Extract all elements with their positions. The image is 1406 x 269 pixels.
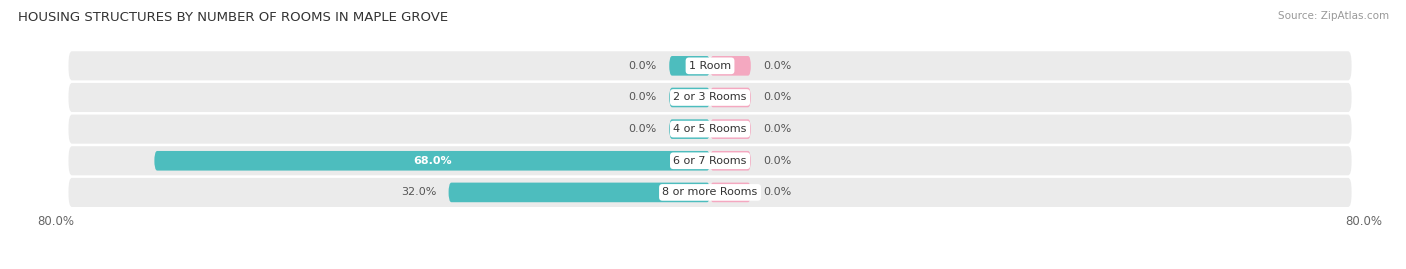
Text: 4 or 5 Rooms: 4 or 5 Rooms [673, 124, 747, 134]
Text: 8 or more Rooms: 8 or more Rooms [662, 187, 758, 197]
Text: 0.0%: 0.0% [628, 61, 657, 71]
FancyBboxPatch shape [669, 119, 710, 139]
FancyBboxPatch shape [69, 83, 1351, 112]
Text: 68.0%: 68.0% [413, 156, 451, 166]
Text: 0.0%: 0.0% [763, 124, 792, 134]
FancyBboxPatch shape [69, 115, 1351, 144]
Text: HOUSING STRUCTURES BY NUMBER OF ROOMS IN MAPLE GROVE: HOUSING STRUCTURES BY NUMBER OF ROOMS IN… [18, 11, 449, 24]
Text: 6 or 7 Rooms: 6 or 7 Rooms [673, 156, 747, 166]
FancyBboxPatch shape [449, 183, 710, 202]
FancyBboxPatch shape [710, 88, 751, 107]
Text: 2 or 3 Rooms: 2 or 3 Rooms [673, 93, 747, 102]
FancyBboxPatch shape [669, 88, 710, 107]
Text: 1 Room: 1 Room [689, 61, 731, 71]
FancyBboxPatch shape [710, 183, 751, 202]
FancyBboxPatch shape [710, 151, 751, 171]
FancyBboxPatch shape [69, 178, 1351, 207]
Text: 0.0%: 0.0% [763, 187, 792, 197]
Text: 0.0%: 0.0% [763, 93, 792, 102]
FancyBboxPatch shape [155, 151, 710, 171]
Text: 0.0%: 0.0% [763, 61, 792, 71]
Text: Source: ZipAtlas.com: Source: ZipAtlas.com [1278, 11, 1389, 21]
Text: 32.0%: 32.0% [401, 187, 436, 197]
FancyBboxPatch shape [69, 51, 1351, 80]
Text: 0.0%: 0.0% [628, 93, 657, 102]
Text: 0.0%: 0.0% [628, 124, 657, 134]
Text: 0.0%: 0.0% [763, 156, 792, 166]
FancyBboxPatch shape [710, 56, 751, 76]
FancyBboxPatch shape [69, 146, 1351, 175]
FancyBboxPatch shape [710, 119, 751, 139]
FancyBboxPatch shape [669, 56, 710, 76]
